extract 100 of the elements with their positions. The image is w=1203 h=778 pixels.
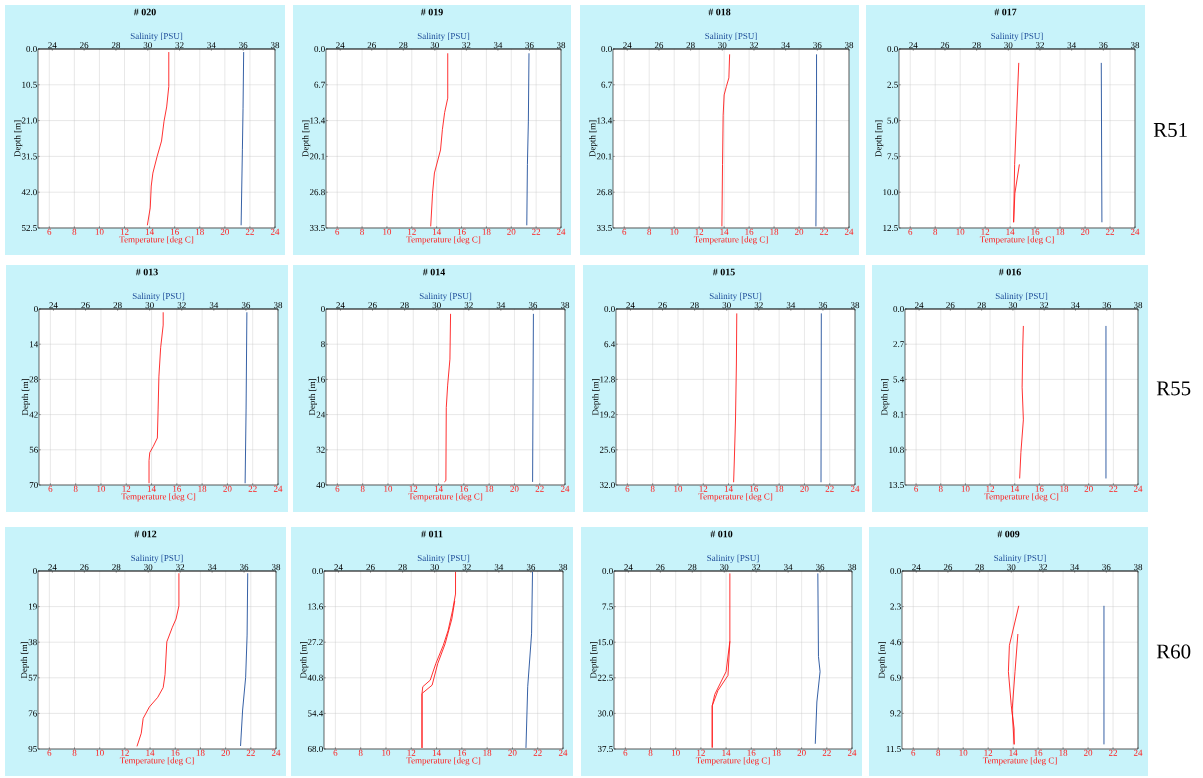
line-series xyxy=(1013,62,1020,223)
x2-tick-label: 26 xyxy=(80,42,89,49)
line-series xyxy=(146,51,170,226)
x2-tick-label: 32 xyxy=(462,564,471,571)
y-axis-title: Depth [m] xyxy=(881,379,890,416)
x2-tick-label: 24 xyxy=(909,42,918,49)
x2-tick-label: 26 xyxy=(946,302,955,309)
y-tick-label: 5.4 xyxy=(893,376,905,383)
y-tick-label: 95 xyxy=(28,745,37,753)
x2-tick-label: 24 xyxy=(48,564,57,571)
x-tick-label: 8 xyxy=(72,228,77,235)
y-axis-title: Depth [m] xyxy=(14,120,23,157)
x-tick-label: 24 xyxy=(1130,228,1140,235)
y-tick-label: 54.4 xyxy=(308,710,324,717)
x-tick-label: 18 xyxy=(772,749,781,756)
x-tick-label: 24 xyxy=(560,485,570,492)
x2-axis-title: Salinity [PSU] xyxy=(130,32,183,41)
x2-axis-title: Salinity [PSU] xyxy=(131,554,183,563)
x2-tick-label: 36 xyxy=(1102,302,1111,309)
x-tick-label: 16 xyxy=(173,485,182,492)
text: R60 xyxy=(1156,644,1191,659)
x-tick-label: 16 xyxy=(457,228,466,235)
x-tick-label: 6 xyxy=(48,485,53,492)
x2-tick-label: 34 xyxy=(208,564,217,571)
x-tick-label: 20 xyxy=(220,228,229,235)
x-tick-label: 14 xyxy=(432,228,442,235)
y-tick-label: 19 xyxy=(29,603,37,610)
x-tick-label: 10 xyxy=(96,749,104,756)
y-tick-label: 76 xyxy=(28,710,37,717)
x-tick-label: 8 xyxy=(650,485,655,492)
y-tick-label: 13.5 xyxy=(889,481,904,489)
y-tick-label: 32.0 xyxy=(599,481,615,489)
x2-tick-label: 34 xyxy=(786,302,796,309)
line-series xyxy=(443,313,452,483)
y-tick-label: 10.5 xyxy=(22,81,37,88)
y-axis-title: Depth [m] xyxy=(308,379,317,416)
x-tick-label: 16 xyxy=(171,749,180,756)
x-tick-label: 20 xyxy=(800,485,809,492)
y-tick-label: 13.6 xyxy=(308,603,323,610)
x-axis-title: Temperature [deg C] xyxy=(979,236,1054,245)
x-tick-label: 14 xyxy=(724,485,733,492)
x2-tick-label: 24 xyxy=(334,564,343,571)
x2-tick-label: 38 xyxy=(847,564,857,571)
y-tick-label: 25.6 xyxy=(599,446,615,453)
x-tick-label: 6 xyxy=(333,749,338,756)
text: R51 xyxy=(1153,122,1187,137)
chart-title: # 014 xyxy=(422,268,446,276)
y-tick-label: 0.0 xyxy=(887,45,898,53)
x-tick-label: 16 xyxy=(458,749,467,756)
x2-tick-label: 28 xyxy=(690,302,699,309)
x-axis-title: Temperature [deg C] xyxy=(698,493,773,502)
x2-tick-label: 34 xyxy=(207,42,216,49)
x-tick-label: 20 xyxy=(1084,485,1093,492)
y-tick-label: 0 xyxy=(321,305,325,313)
y-tick-label: 6.9 xyxy=(890,674,901,681)
y-tick-label: 37.5 xyxy=(597,745,613,753)
x-tick-label: 18 xyxy=(482,228,491,235)
line-series xyxy=(430,52,449,227)
x-tick-label: 12 xyxy=(981,228,990,235)
x2-axis-title: Salinity [PSU] xyxy=(994,554,1046,563)
y-tick-label: 57 xyxy=(28,674,37,681)
x-tick-label: 10 xyxy=(97,485,106,492)
y-tick-label: 0 xyxy=(34,305,38,313)
y-tick-label: 8.1 xyxy=(893,411,904,418)
y-tick-label: 7.5 xyxy=(602,603,613,610)
x-tick-label: 18 xyxy=(1059,749,1068,756)
x2-tick-label: 32 xyxy=(176,564,185,571)
x2-tick-label: 34 xyxy=(1070,564,1079,571)
x2-tick-label: 30 xyxy=(143,42,152,49)
x2-tick-label: 30 xyxy=(718,42,727,49)
x2-tick-label: 34 xyxy=(209,302,219,309)
x2-tick-label: 28 xyxy=(112,564,121,571)
y-tick-label: 27.2 xyxy=(307,639,323,646)
x2-tick-label: 34 xyxy=(781,42,790,49)
x2-axis-title: Salinity [PSU] xyxy=(709,292,762,301)
y-tick-label: 0 xyxy=(33,567,37,575)
x2-tick-label: 38 xyxy=(556,42,566,49)
y-tick-label: 40.8 xyxy=(307,674,323,681)
y-tick-label: 21.0 xyxy=(21,117,37,124)
x2-tick-label: 32 xyxy=(1038,564,1047,571)
x-tick-label: 8 xyxy=(358,749,363,756)
x-tick-label: 14 xyxy=(145,228,154,235)
x-tick-label: 12 xyxy=(695,228,704,235)
x2-tick-label: 24 xyxy=(623,42,632,49)
x2-tick-label: 28 xyxy=(113,302,122,309)
x2-tick-label: 26 xyxy=(80,564,89,571)
x2-tick-label: 38 xyxy=(1133,302,1143,309)
x2-tick-label: 24 xyxy=(49,302,58,309)
x-tick-label: 16 xyxy=(460,485,469,492)
y-tick-label: 16 xyxy=(317,376,325,383)
x2-tick-label: 36 xyxy=(1099,42,1108,49)
y-axis-title: Depth [m] xyxy=(302,120,311,157)
x-tick-label: 22 xyxy=(1108,749,1118,756)
y-tick-label: 2.5 xyxy=(887,81,898,88)
x2-tick-label: 32 xyxy=(1035,42,1044,49)
x-tick-label: 10 xyxy=(959,749,968,756)
x-tick-label: 16 xyxy=(170,228,179,235)
x2-tick-label: 24 xyxy=(336,302,345,309)
x2-tick-label: 28 xyxy=(972,42,981,49)
y-tick-label: 7.5 xyxy=(887,153,898,160)
